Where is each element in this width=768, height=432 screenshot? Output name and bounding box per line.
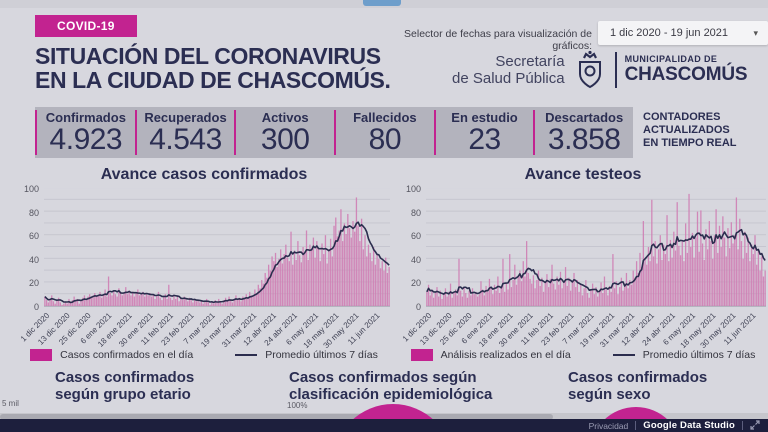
- bar-legend-swatch: [30, 349, 53, 361]
- counter-label: Descartados: [545, 110, 624, 125]
- section-clasificacion-title: Casos confirmados según clasificación ep…: [289, 369, 493, 403]
- y-tick-label: 40: [410, 254, 421, 265]
- y-tick-label: 0: [33, 302, 39, 312]
- counter-value: 300: [260, 123, 310, 156]
- counter-value: 4.543: [149, 123, 222, 156]
- chart-confirmados: Avance casos confirmados 0 20 40 60 80 100 1 …: [18, 166, 390, 363]
- bar-legend-label: Análisis realizados en el día: [440, 349, 571, 361]
- counter-divider: [234, 110, 237, 155]
- y-tick-label: 80: [28, 207, 39, 218]
- counter-value: 4.923: [49, 123, 123, 156]
- horizontal-scrollbar-thumb[interactable]: [0, 414, 553, 420]
- chart-title: Avance casos confirmados: [100, 166, 308, 183]
- counter-label: Confirmados: [45, 110, 126, 125]
- secretaria-label: Secretaría de Salud Pública: [452, 53, 565, 87]
- chevron-down-icon: ▾: [753, 27, 758, 38]
- line-legend-swatch: [612, 354, 635, 356]
- y-tick-label: 60: [28, 231, 39, 242]
- counter-value: 23: [468, 123, 501, 156]
- y-tick-label: 40: [28, 254, 39, 265]
- date-range-value: 1 dic 2020 - 19 jun 2021: [610, 27, 729, 39]
- org-header: Secretaría de Salud Pública MUNICIPALIDA…: [452, 50, 748, 90]
- google-data-studio-link[interactable]: Google Data Studio: [643, 420, 735, 431]
- report-footer: Privacidad Google Data Studio: [0, 419, 768, 432]
- date-range-selector[interactable]: 1 dic 2020 - 19 jun 2021 ▾: [598, 21, 768, 45]
- counter-recuperados: Recuperados 4.543: [137, 107, 235, 158]
- counter-divider: [35, 110, 37, 155]
- line-legend-label: Promedio últimos 7 días: [642, 349, 756, 361]
- y-tick-label: 60: [410, 231, 421, 242]
- counter-divider: [334, 110, 337, 155]
- clasificacion-axis-label: 100%: [287, 401, 308, 410]
- line-legend-label: Promedio últimos 7 días: [265, 349, 378, 361]
- counter-label: En estudio: [451, 110, 518, 125]
- chart-plot-area[interactable]: [44, 188, 390, 307]
- privacy-link[interactable]: Privacidad: [588, 420, 629, 431]
- chart-plot-area[interactable]: [426, 188, 766, 307]
- chart-canvas: [426, 193, 766, 306]
- date-selector-label: Selector de fechas para visualización de…: [404, 28, 592, 52]
- counters-note: CONTADORES ACTUALIZADOS EN TIEMPO REAL: [643, 111, 737, 149]
- counter-confirmados: Confirmados 4.923: [37, 107, 135, 158]
- municipality-label: MUNICIPALIDAD DE CHASCOMÚS: [624, 54, 748, 85]
- chart-legend: Casos confirmados en el día Promedio últ…: [18, 347, 390, 363]
- counter-fallecidos: Fallecidos 80: [336, 107, 434, 158]
- chart-testeos: Avance testeos 0 20 40 60 80 100 1 dic 2020 13…: [400, 166, 766, 363]
- counter-descartados: Descartados 3.858: [535, 107, 633, 158]
- bar-legend-label: Casos confirmados en el día: [60, 349, 194, 361]
- counter-value: 80: [368, 123, 402, 156]
- section-grupo-etario-title: Casos confirmados según grupo etario: [55, 369, 195, 403]
- municipality-crest-icon: [573, 50, 607, 90]
- fullscreen-icon[interactable]: [750, 417, 760, 432]
- page-title: SITUACIÓN DEL CORONAVIRUS EN LA CIUDAD D…: [35, 43, 391, 93]
- y-tick-label: 100: [405, 184, 421, 194]
- page-title-line2: EN LA CIUDAD DE CHASCOMÚS.: [35, 67, 391, 93]
- footer-divider: [742, 421, 743, 430]
- covid-badge: COVID-19: [35, 15, 137, 37]
- chart-canvas: [44, 197, 390, 306]
- bar-legend-swatch: [410, 349, 433, 361]
- counter-divider: [134, 110, 137, 155]
- counters-band: Confirmados 4.923 Recuperados 4.543 Activos 3…: [35, 107, 633, 158]
- top-scrollbar[interactable]: [0, 0, 768, 8]
- counter-activos: Activos 300: [236, 107, 334, 158]
- chart-legend: Análisis realizados en el día Promedio ú…: [400, 347, 766, 363]
- counter-label: Recuperados: [144, 110, 227, 125]
- y-tick-label: 20: [28, 278, 39, 289]
- counter-label: Activos: [261, 110, 309, 125]
- footer-divider: [635, 421, 637, 430]
- y-axis: 0 20 40 60 80 100: [18, 184, 44, 312]
- x-axis: 1 dic 2020 13 dic 2020 25 dic 2020 6 ene 20…: [401, 307, 766, 350]
- line-legend-swatch: [235, 354, 258, 356]
- grupo-etario-axis-label: 5 mil: [2, 399, 19, 408]
- x-axis: 1 dic 2020 13 dic 2020 25 dic 2020 6 ene 20…: [19, 307, 390, 350]
- org-divider: [614, 52, 617, 88]
- counter-divider: [433, 110, 436, 155]
- y-tick-label: 80: [410, 207, 421, 218]
- top-scrollbar-thumb[interactable]: [363, 0, 401, 6]
- counter-value: 3.858: [547, 123, 621, 156]
- counter-label: Fallecidos: [353, 110, 417, 125]
- y-axis: 0 20 40 60 80 100: [400, 184, 426, 312]
- counter-divider: [533, 110, 536, 155]
- chart-title: Avance testeos: [524, 166, 642, 183]
- y-tick-label: 100: [23, 184, 39, 194]
- y-tick-label: 0: [415, 302, 421, 312]
- section-sexo-title: Casos confirmados según sexo: [568, 369, 708, 403]
- page-title-line1: SITUACIÓN DEL CORONAVIRUS: [35, 43, 381, 69]
- y-tick-label: 20: [410, 278, 421, 289]
- counter-en-estudio: En estudio 23: [436, 107, 534, 158]
